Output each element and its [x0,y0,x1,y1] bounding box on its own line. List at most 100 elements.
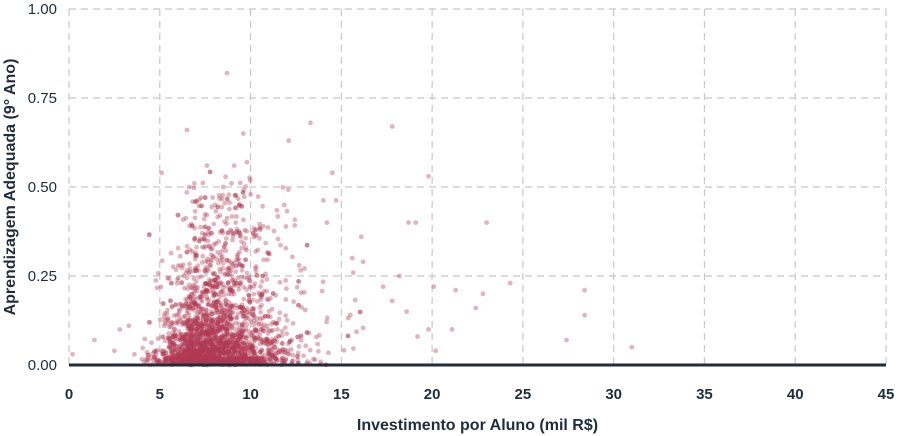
data-point [279,355,285,361]
data-point [253,356,258,361]
data-point [189,352,195,358]
data-point [244,356,250,362]
data-point [192,300,198,306]
data-point [192,308,198,314]
data-point [267,340,273,345]
data-point [195,326,201,331]
data-point [260,328,266,334]
data-point [227,357,233,363]
data-point [273,293,279,298]
data-point [200,293,206,298]
data-point [221,350,226,356]
data-point [274,358,280,364]
data-point [202,195,208,201]
data-point [183,348,189,354]
data-point [217,357,223,363]
data-point [314,334,319,340]
data-point [144,359,150,365]
data-point [201,310,207,315]
data-point [219,344,225,350]
data-point [238,356,244,362]
data-point [226,349,232,355]
data-point [241,340,246,346]
data-point [203,281,209,286]
data-point [181,356,187,361]
data-point [209,358,215,363]
data-point [221,313,226,319]
data-point [194,253,200,258]
data-point [236,334,242,339]
data-point [261,359,266,364]
data-point [174,312,180,318]
data-point [218,355,223,361]
data-point [210,328,216,333]
data-point [233,332,239,338]
data-point [319,288,325,294]
data-point [243,235,249,241]
data-point [162,311,168,316]
data-point [184,243,190,249]
data-point [154,358,159,364]
data-point [240,351,245,357]
data-point [245,333,251,339]
data-point [189,331,195,337]
data-point [173,354,179,360]
data-point [207,356,212,361]
data-point [224,308,230,314]
data-point [240,190,246,195]
data-point [208,332,213,337]
data-point [185,343,191,349]
data-point [170,334,176,340]
data-point [154,357,160,363]
data-point [202,321,207,327]
data-point [198,331,204,336]
data-point [204,294,210,300]
data-point [244,356,250,362]
data-point [117,327,123,332]
data-point [453,287,459,293]
data-point [182,357,188,363]
data-point [195,355,201,361]
data-point [223,351,229,357]
data-point [188,324,194,330]
data-point [217,348,223,354]
data-point [235,257,241,263]
data-point [177,344,183,350]
data-point [352,297,358,303]
data-point [191,320,197,326]
data-point [207,336,212,341]
data-point [186,294,192,300]
data-point [200,359,206,365]
data-point [207,169,213,175]
data-point [250,306,256,312]
data-point [199,203,204,209]
data-point [244,322,250,328]
data-point [183,355,189,360]
data-point [208,353,214,358]
data-point [243,313,249,319]
data-point [260,339,265,345]
data-point [208,344,214,350]
data-point [226,356,231,362]
data-point [170,321,176,327]
data-point [235,359,241,364]
data-point [251,350,257,356]
data-point [195,302,201,308]
data-point [198,326,204,331]
data-point [202,340,207,346]
data-point [170,334,176,339]
data-point [188,347,194,353]
data-point [240,353,245,358]
data-point [242,343,248,349]
data-point [260,273,266,279]
data-point [178,302,184,308]
data-point [232,337,238,343]
data-point [184,350,190,355]
data-point [295,354,300,359]
data-point [185,341,191,346]
data-point [195,316,201,321]
data-point [231,345,237,350]
y-tick-label: 0.50 [28,179,57,196]
data-point [211,330,216,335]
data-point [224,343,230,349]
